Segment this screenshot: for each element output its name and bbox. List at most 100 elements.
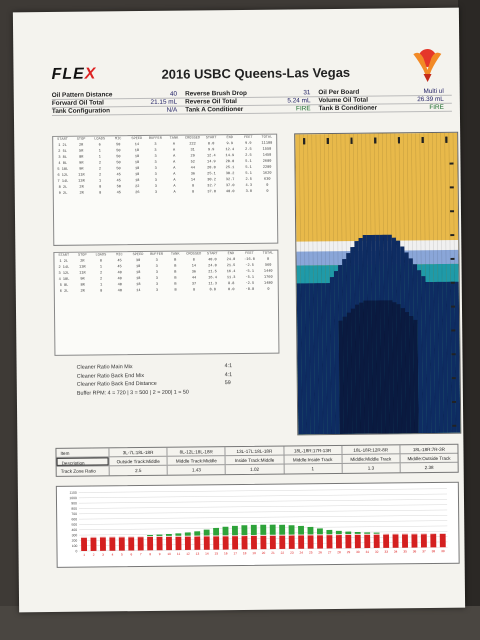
bar-forward [194,536,201,550]
spec-value: N/A [166,106,178,114]
oil-column [355,304,361,434]
board-line [324,134,328,435]
y-tick-label: 200 [72,539,78,543]
oil-column [417,270,423,434]
summary-row-label: Track Zone Ratio [60,468,96,474]
bar-forward [203,536,210,550]
bar-separator [373,533,380,535]
bar-reverse [335,530,342,535]
x-tick-label: 19 [252,551,256,555]
arrow-marker [397,137,400,144]
arrow-marker [421,137,424,144]
bar-separator [156,535,163,537]
board-line [299,134,303,435]
bar-forward [269,535,276,550]
bar-reverse [288,525,295,535]
oil-column [425,282,432,434]
bar-forward [175,536,182,551]
board-line [303,134,307,435]
cleaner-value: 59 [224,380,231,387]
cleaner-row: Buffer RPM: 4 = 720 | 3 = 500 | 2 = 200|… [77,388,189,398]
table-cell: A [173,190,176,195]
bar-forward [128,537,135,551]
board-line [394,133,399,434]
track-zone-summary: Item 3L-7L:18L-18R 8L-12L:18L-18R 13L-17L:1… [55,443,459,477]
x-tick-label: 35 [403,550,407,554]
arrow-marker [326,138,329,145]
bar-reverse [326,529,333,535]
grid-line [78,493,447,499]
oil-column [388,300,394,434]
oil-column [329,277,336,435]
oil-column [350,308,357,434]
x-tick-label: 4 [112,553,114,557]
summary-cell: 2.5 [108,465,167,476]
bar-forward [420,534,427,548]
bar-forward [81,537,88,552]
board-line [315,134,320,435]
distance-marker [450,234,455,237]
oil-column [400,308,407,434]
table-row [54,237,277,245]
summary-row-label: Item [60,450,70,456]
bar-forward [260,535,267,550]
bar-separator [364,533,371,535]
oil-column [446,281,452,433]
board-line [319,134,324,435]
summary-cell: Inside Track:Middle [224,455,284,465]
y-tick-label: 900 [71,501,77,505]
bar-separator [354,533,361,535]
table-cell: 2R [80,289,85,294]
bar-separator [118,536,125,538]
summary-cell: 8L-12L:18L-18R [166,447,225,456]
table-cell: 37.0 [207,190,217,195]
distance-marker [450,210,455,213]
bar-forward [288,535,295,549]
oil-column [413,319,419,434]
distance-marker [452,424,457,427]
bar-reverse [147,534,153,537]
spec-value: 21.15 mL [150,98,178,106]
arrow-marker [445,136,448,143]
spec-label: Reverse Oil Total [185,98,237,106]
oil-column [313,283,320,435]
distance-marker [450,281,455,284]
oil-column [396,304,403,434]
spec-label: Forward Oil Total [51,99,104,107]
bar-reverse [203,529,210,536]
bar-separator [128,536,135,538]
oil-column [333,271,340,434]
table-cell: 40.0 [225,190,235,195]
oil-column [359,302,365,434]
table-cell: B [174,288,177,293]
board-line [390,133,394,434]
board-line [444,132,448,433]
board-line [344,133,349,434]
table-cell: 0.0 [228,288,235,293]
table-cell: 3 [154,190,158,195]
bar-reverse [194,531,201,536]
pattern-specs: Oil Pattern Distance 40 Reverse Brush Drop… [51,87,452,116]
table-cell: 40 [117,289,123,294]
table-cell: 0 [191,190,195,195]
bar-reverse [231,525,238,536]
bar-separator [326,534,333,536]
bar-separator [439,532,446,534]
bar-forward [184,536,191,550]
bar-separator [213,535,220,537]
bar-reverse [307,526,314,535]
bar-separator [335,534,342,536]
oil-column [454,281,461,433]
bar-reverse [345,531,352,535]
grid-line [79,509,448,515]
page-title: 2016 USBC Queens-Las Vegas [161,64,351,82]
bar-reverse [250,524,257,535]
board-line [382,133,386,434]
bar-forward [317,535,324,549]
table-cell: 26 [135,191,140,196]
oil-column [342,316,349,434]
bar-separator [250,534,257,536]
distance-marker [452,400,457,403]
spec-label: Volume Oil Total [318,96,369,105]
oil-column [305,283,311,435]
